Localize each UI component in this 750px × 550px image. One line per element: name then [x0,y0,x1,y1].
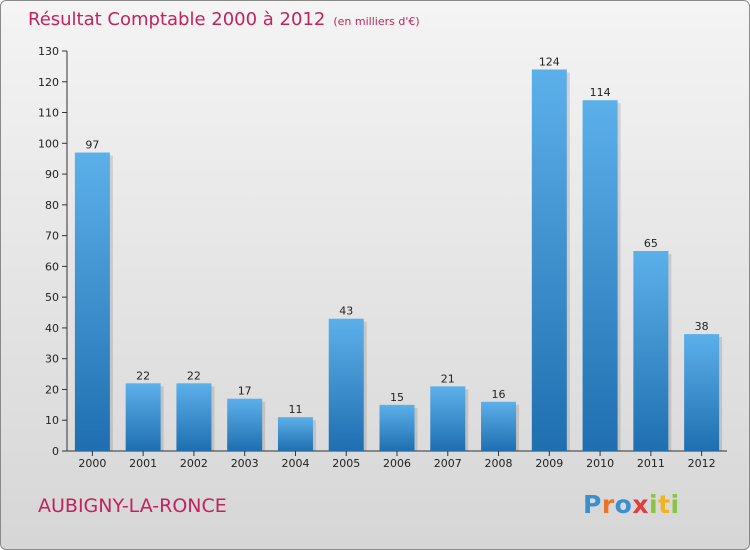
bar-value-label: 65 [644,237,658,250]
bar [176,383,212,451]
y-tick-label: 90 [45,168,59,181]
logo-letter: t [658,490,671,519]
y-tick-label: 0 [52,445,59,458]
x-tick-label: 2009 [535,457,563,470]
bar [633,251,669,451]
logo-letter: i [649,490,659,519]
bar-value-label: 21 [441,372,455,385]
x-tick-label: 2005 [332,457,360,470]
y-tick-label: 110 [38,107,59,120]
bar-value-label: 16 [492,388,506,401]
y-tick-label: 70 [45,230,59,243]
x-tick-label: 2008 [485,457,513,470]
x-tick-label: 2006 [383,457,411,470]
chart-subtitle: (en milliers d'€) [333,15,420,28]
y-tick-label: 40 [45,322,59,335]
bar-value-label: 43 [339,305,353,318]
y-tick-label: 120 [38,76,59,89]
bar [379,404,415,451]
bar-value-label: 124 [539,55,560,68]
bar [531,69,567,451]
bar-value-label: 22 [136,369,150,382]
bar-value-label: 11 [288,403,302,416]
proxiti-logo: Proxiti [583,490,680,519]
y-tick-label: 60 [45,260,59,273]
chart-title: Résultat Comptable 2000 à 2012 (en millie… [28,9,420,30]
bar-value-label: 38 [695,320,709,333]
x-tick-label: 2002 [180,457,208,470]
title-text: Résultat Comptable 2000 à 2012 [28,9,326,30]
y-tick-label: 130 [38,45,59,58]
bar [481,401,517,451]
y-tick-label: 100 [38,137,59,150]
bar-value-label: 97 [85,139,99,152]
bar [277,417,313,451]
logo-letter: r [601,490,615,519]
logo-letter: x [632,490,649,519]
x-tick-label: 2011 [637,457,665,470]
logo-letter: P [583,490,602,519]
x-tick-label: 2001 [129,457,157,470]
bar-value-label: 17 [238,385,252,398]
bar [430,386,466,451]
logo-letter: i [670,490,680,519]
y-tick-label: 50 [45,291,59,304]
bar [582,100,618,451]
bar [125,383,161,451]
bar [227,398,263,451]
bar-value-label: 22 [187,369,201,382]
x-tick-label: 2004 [281,457,309,470]
x-tick-label: 2007 [434,457,462,470]
x-tick-label: 2000 [78,457,106,470]
town-name: AUBIGNY-LA-RONCE [38,495,227,517]
bar [684,334,720,451]
y-tick-label: 10 [45,414,59,427]
bar-value-label: 114 [590,86,611,99]
y-tick-label: 20 [45,383,59,396]
x-tick-label: 2003 [231,457,259,470]
bar [328,318,364,451]
y-tick-label: 30 [45,353,59,366]
logo-letter: o [614,490,633,519]
y-tick-label: 80 [45,199,59,212]
x-tick-label: 2012 [688,457,716,470]
x-tick-label: 2010 [586,457,614,470]
bar [74,152,110,452]
bar-value-label: 15 [390,391,404,404]
